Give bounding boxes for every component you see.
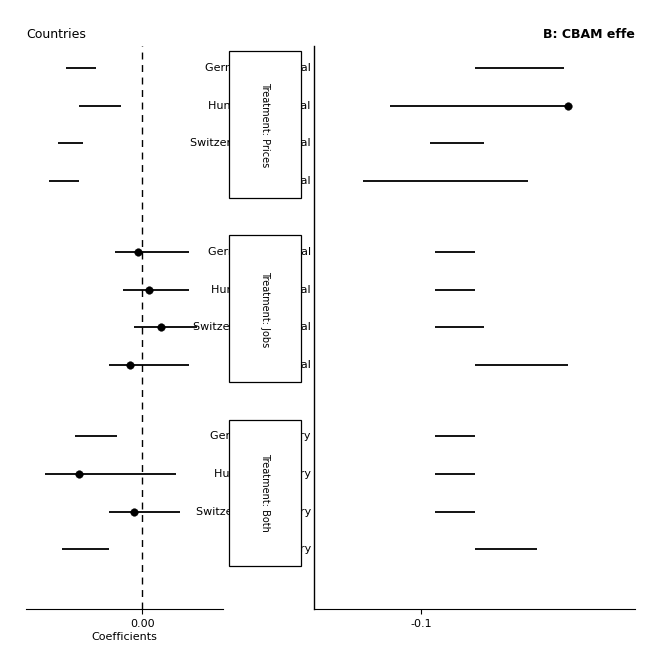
Text: UK: regional: UK: regional — [243, 360, 311, 370]
Text: Germany: personal: Germany: personal — [205, 64, 311, 73]
Text: Treatment: Both: Treatment: Both — [260, 453, 271, 532]
Text: Germany: regional: Germany: regional — [208, 248, 311, 257]
Text: UK: personal: UK: personal — [240, 176, 311, 186]
Text: Germany: country: Germany: country — [210, 432, 311, 441]
Text: B: CBAM effe: B: CBAM effe — [544, 28, 635, 41]
Text: Switzerland: country: Switzerland: country — [196, 506, 311, 517]
Text: Treatment: Prices: Treatment: Prices — [260, 82, 271, 167]
Text: Switzerland: regional: Switzerland: regional — [193, 322, 311, 333]
Text: Countries: Countries — [26, 28, 86, 41]
Text: Treatment: Jobs: Treatment: Jobs — [260, 271, 271, 347]
Text: Hungary: country: Hungary: country — [214, 469, 311, 479]
X-axis label: Coefficients: Coefficients — [92, 631, 157, 642]
Text: Hungary: regional: Hungary: regional — [211, 285, 311, 295]
Text: Switzerland: personal: Switzerland: personal — [190, 138, 311, 149]
Text: Hungary: personal: Hungary: personal — [208, 101, 311, 111]
Text: UK: country: UK: country — [246, 544, 311, 554]
